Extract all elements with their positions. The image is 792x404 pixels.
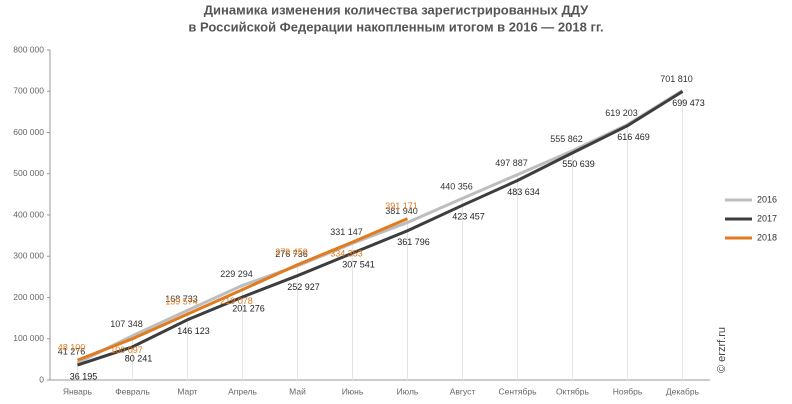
data-label: 423 457	[452, 212, 485, 222]
x-tick-label: Март	[177, 386, 197, 396]
x-tick-label: Сентябрь	[498, 386, 537, 396]
x-tick-label: Январь	[63, 386, 93, 396]
data-label: 80 241	[125, 353, 153, 363]
data-label: 146 123	[177, 326, 210, 336]
data-label: 307 541	[342, 260, 375, 270]
data-label: 229 294	[220, 269, 253, 279]
data-label: 361 796	[397, 237, 430, 247]
y-tick-label: 500 000	[13, 168, 44, 178]
data-label: 699 473	[672, 98, 705, 108]
legend-label: 2018	[757, 232, 777, 242]
data-label: 616 469	[617, 132, 650, 142]
data-label: 159 574	[165, 297, 198, 307]
x-tick-label: Апрель	[228, 386, 257, 396]
y-tick-label: 400 000	[13, 209, 44, 219]
data-label: 107 348	[110, 319, 143, 329]
data-label: 497 887	[495, 158, 528, 168]
y-tick-label: 700 000	[13, 86, 44, 96]
y-tick-label: 600 000	[13, 127, 44, 137]
x-tick-label: Ноябрь	[613, 386, 643, 396]
y-tick-label: 100 000	[13, 333, 44, 343]
y-tick-label: 800 000	[13, 44, 44, 54]
x-tick-label: Февраль	[115, 386, 150, 396]
data-label: 100 097	[110, 345, 143, 355]
x-tick-label: Декабрь	[666, 386, 700, 396]
legend-label: 2017	[757, 213, 777, 223]
data-label: 201 276	[232, 303, 265, 313]
y-tick-label: 0	[39, 374, 44, 384]
data-label: 276 736	[275, 249, 308, 259]
data-label: 168 733	[165, 294, 198, 304]
data-label: 391 171	[385, 201, 418, 211]
data-label: 440 356	[440, 182, 473, 192]
y-tick-label: 300 000	[13, 251, 44, 261]
data-label: 701 810	[660, 74, 693, 84]
data-label: 619 203	[605, 108, 638, 118]
x-tick-label: Август	[450, 386, 476, 396]
data-label: 219 078	[220, 296, 253, 306]
data-label: 550 639	[562, 159, 595, 169]
data-label: 48 100	[58, 343, 86, 353]
watermark: © erzrf.ru	[716, 327, 728, 373]
data-label: 483 634	[507, 187, 540, 197]
data-label: 279 459	[275, 247, 308, 257]
x-tick-label: Июль	[397, 386, 419, 396]
line-series	[76, 217, 409, 362]
data-label: 381 940	[385, 206, 418, 216]
line-series	[77, 90, 684, 367]
data-label: 331 147	[330, 227, 363, 237]
data-label: 41 276	[58, 346, 86, 356]
data-label: 252 927	[287, 282, 320, 292]
data-label: 555 862	[550, 134, 583, 144]
data-label: 334 353	[330, 248, 363, 258]
x-tick-label: Июнь	[342, 386, 364, 396]
x-tick-label: Октябрь	[556, 386, 590, 396]
x-tick-label: Май	[289, 386, 306, 396]
line-series	[76, 89, 684, 365]
chart-title: Динамика изменения количества зарегистри…	[204, 2, 589, 17]
chart-title: в Российской Федерации накопленным итого…	[188, 19, 603, 34]
data-label: 36 195	[70, 371, 98, 381]
legend-label: 2016	[757, 194, 777, 204]
y-tick-label: 200 000	[13, 292, 44, 302]
